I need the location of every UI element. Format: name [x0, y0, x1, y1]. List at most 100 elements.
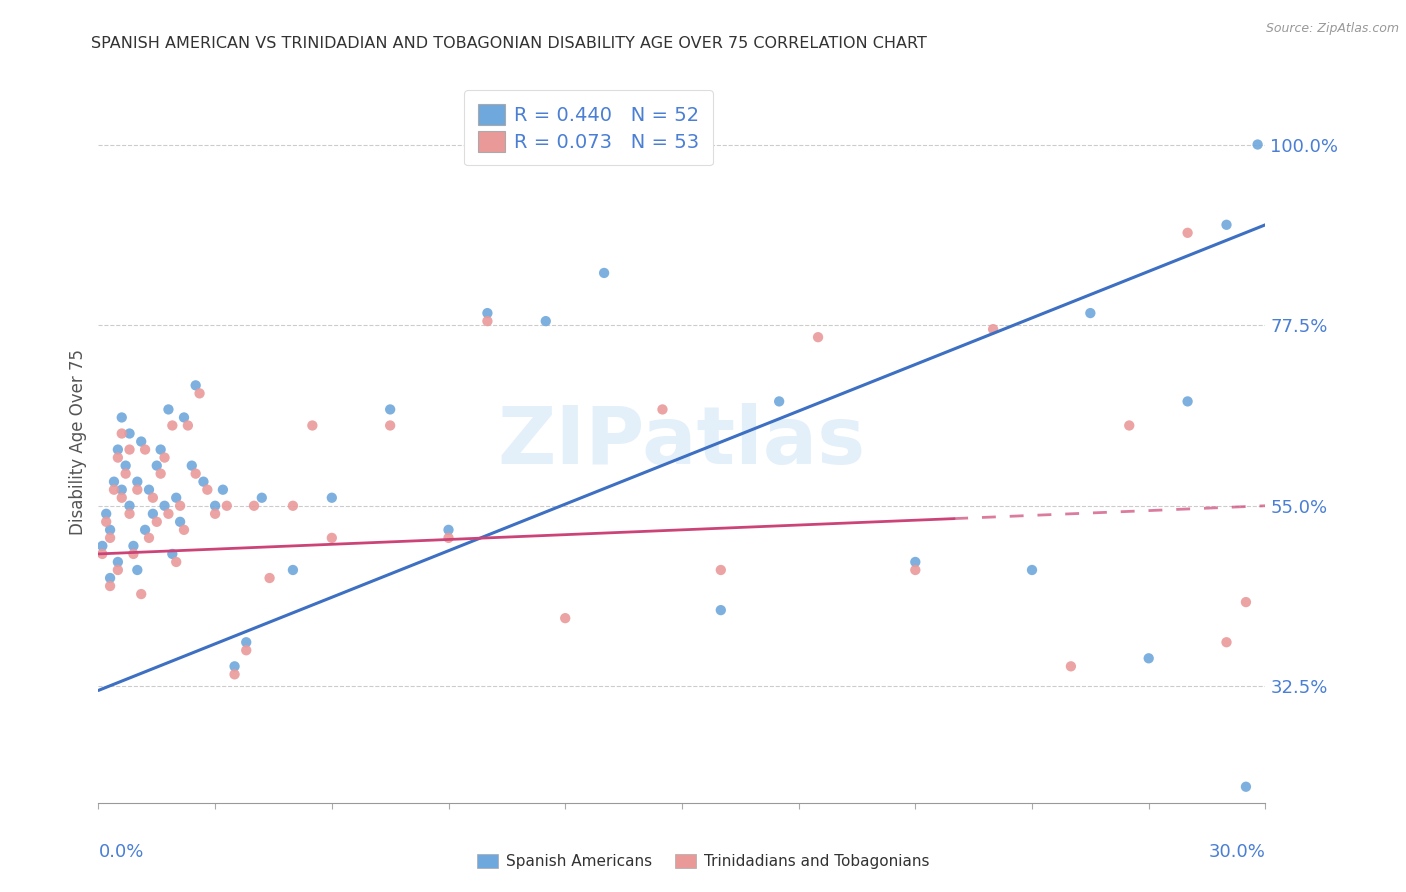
Point — [173, 410, 195, 425]
Point — [1118, 418, 1140, 433]
Text: SPANISH AMERICAN VS TRINIDADIAN AND TOBAGONIAN DISABILITY AGE OVER 75 CORRELATIO: SPANISH AMERICAN VS TRINIDADIAN AND TOBA… — [91, 36, 928, 51]
Point — [146, 515, 169, 529]
Point — [127, 483, 149, 497]
Point — [103, 483, 125, 497]
Point — [1137, 651, 1160, 665]
Point — [162, 418, 184, 433]
Point — [1021, 563, 1043, 577]
Point — [142, 491, 165, 505]
Point — [138, 531, 160, 545]
Point — [180, 458, 202, 473]
Point — [534, 314, 557, 328]
Point — [710, 603, 733, 617]
Point — [1080, 306, 1102, 320]
Text: 30.0%: 30.0% — [1209, 843, 1265, 861]
Point — [193, 475, 215, 489]
Point — [169, 499, 191, 513]
Point — [127, 563, 149, 577]
Point — [98, 579, 121, 593]
Point — [138, 483, 160, 497]
Point — [122, 547, 145, 561]
Point — [103, 475, 125, 489]
Point — [122, 539, 145, 553]
Point — [593, 266, 616, 280]
Point — [215, 499, 238, 513]
Point — [1177, 226, 1199, 240]
Point — [111, 483, 134, 497]
Point — [768, 394, 790, 409]
Point — [146, 458, 169, 473]
Point — [127, 475, 149, 489]
Point — [142, 507, 165, 521]
Point — [710, 563, 733, 577]
Point — [153, 450, 176, 465]
Point — [118, 507, 141, 521]
Point — [321, 491, 343, 505]
Point — [96, 507, 118, 521]
Point — [162, 547, 184, 561]
Point — [107, 442, 129, 457]
Point — [184, 378, 207, 392]
Point — [243, 499, 266, 513]
Point — [1215, 635, 1237, 649]
Point — [259, 571, 281, 585]
Point — [118, 442, 141, 457]
Point — [1177, 394, 1199, 409]
Point — [107, 450, 129, 465]
Point — [301, 418, 323, 433]
Point — [212, 483, 235, 497]
Point — [114, 467, 136, 481]
Point — [111, 491, 134, 505]
Point — [114, 458, 136, 473]
Point — [437, 523, 460, 537]
Point — [204, 499, 226, 513]
Point — [98, 523, 121, 537]
Text: Source: ZipAtlas.com: Source: ZipAtlas.com — [1265, 22, 1399, 36]
Point — [157, 402, 180, 417]
Point — [98, 571, 121, 585]
Text: 0.0%: 0.0% — [98, 843, 143, 861]
Point — [250, 491, 273, 505]
Point — [651, 402, 673, 417]
Legend: R = 0.440   N = 52, R = 0.073   N = 53: R = 0.440 N = 52, R = 0.073 N = 53 — [464, 90, 713, 165]
Point — [224, 659, 246, 673]
Point — [111, 410, 134, 425]
Text: ZIPatlas: ZIPatlas — [498, 402, 866, 481]
Point — [177, 418, 200, 433]
Point — [165, 491, 187, 505]
Point — [195, 483, 218, 497]
Point — [437, 531, 460, 545]
Point — [235, 635, 257, 649]
Point — [224, 667, 246, 681]
Point — [107, 563, 129, 577]
Point — [96, 515, 118, 529]
Point — [281, 563, 304, 577]
Point — [129, 587, 152, 601]
Point — [165, 555, 187, 569]
Point — [118, 426, 141, 441]
Point — [134, 442, 156, 457]
Point — [118, 499, 141, 513]
Point — [380, 402, 402, 417]
Point — [477, 314, 499, 328]
Point — [98, 531, 121, 545]
Point — [188, 386, 211, 401]
Point — [1060, 659, 1083, 673]
Point — [477, 306, 499, 320]
Point — [204, 507, 226, 521]
Point — [184, 467, 207, 481]
Point — [91, 539, 114, 553]
Point — [904, 563, 927, 577]
Point — [107, 555, 129, 569]
Point — [169, 515, 191, 529]
Point — [1246, 137, 1268, 152]
Point — [321, 531, 343, 545]
Point — [153, 499, 176, 513]
Point — [807, 330, 830, 344]
Point — [554, 611, 576, 625]
Point — [91, 547, 114, 561]
Point — [149, 467, 172, 481]
Point — [173, 523, 195, 537]
Legend: Spanish Americans, Trinidadians and Tobagonians: Spanish Americans, Trinidadians and Toba… — [471, 847, 935, 875]
Point — [981, 322, 1004, 336]
